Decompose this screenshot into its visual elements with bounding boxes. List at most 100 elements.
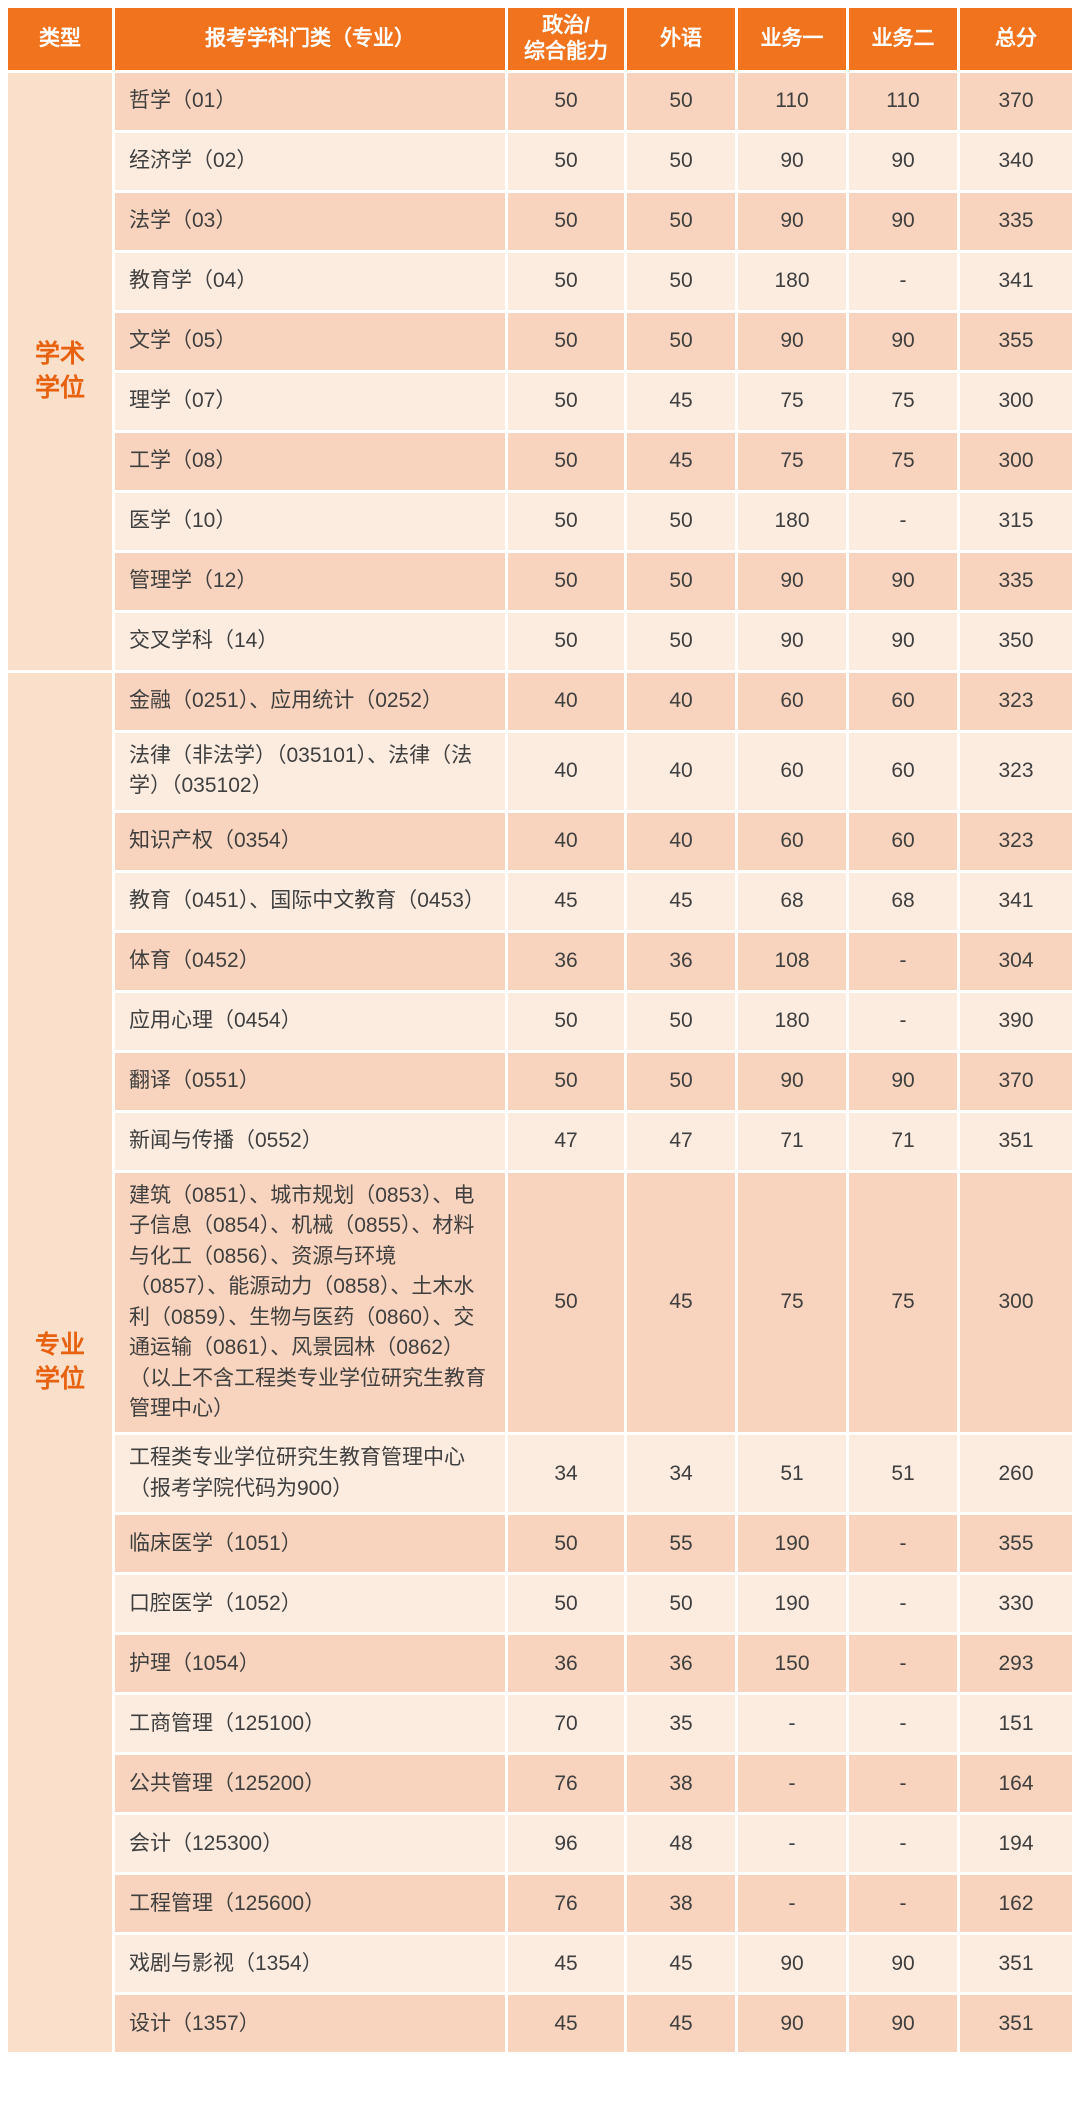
foreign-score-cell: 50 [627,1052,735,1110]
major-cell: 会计（125300） [115,1815,505,1873]
table-row: 法律（非法学）（035101）、法律（法学）（035102） 40 40 60 … [115,733,1072,810]
type-cell-professional: 专业 学位 [8,673,112,2053]
business1-score-cell: 90 [738,1052,846,1110]
total-score-cell: 370 [960,1052,1072,1110]
business2-score-cell: 75 [849,373,957,430]
table-row: 教育（0451）、国际中文教育（0453） 45 45 68 68 341 [115,872,1072,930]
total-score-cell: 335 [960,193,1072,250]
business1-score-cell: - [738,1695,846,1753]
major-cell: 经济学（02） [115,133,505,190]
total-score-cell: 370 [960,73,1072,130]
business2-score-cell: 90 [849,1995,957,2053]
politics-score-cell: 50 [508,553,624,610]
total-score-cell: 151 [960,1695,1072,1753]
table-row: 新闻与传播（0552） 47 47 71 71 351 [115,1112,1072,1170]
business1-score-cell: 60 [738,673,846,730]
major-cell: 法学（03） [115,193,505,250]
major-cell: 公共管理（125200） [115,1755,505,1813]
table-header-row: 类型 报考学科门类（专业） 政治/ 综合能力 外语 业务一 业务二 总分 [8,8,1072,70]
business2-score-cell: 60 [849,733,957,810]
total-score-cell: 323 [960,812,1072,870]
section-professional: 专业 学位 金融（0251）、应用统计（0252） 40 40 60 60 32… [8,673,1072,2053]
business2-score-cell: 90 [849,553,957,610]
table-row: 哲学（01） 50 50 110 110 370 [115,73,1072,130]
total-score-cell: 351 [960,1112,1072,1170]
major-cell: 戏剧与影视（1354） [115,1935,505,1993]
major-cell: 工程管理（125600） [115,1875,505,1933]
business2-score-cell: - [849,1635,957,1693]
foreign-score-cell: 45 [627,1995,735,2053]
politics-score-cell: 36 [508,932,624,990]
table-row: 医学（10） 50 50 180 - 315 [115,493,1072,550]
foreign-score-cell: 45 [627,1935,735,1993]
major-cell: 护理（1054） [115,1635,505,1693]
politics-score-cell: 47 [508,1112,624,1170]
business1-score-cell: 150 [738,1635,846,1693]
table-row: 法学（03） 50 50 90 90 335 [115,193,1072,250]
foreign-score-cell: 50 [627,193,735,250]
major-cell: 应用心理（0454） [115,992,505,1050]
business1-score-cell: 60 [738,812,846,870]
major-cell: 金融（0251）、应用统计（0252） [115,673,505,730]
business1-score-cell: - [738,1815,846,1873]
politics-score-cell: 40 [508,812,624,870]
business2-score-cell: 71 [849,1112,957,1170]
major-cell: 知识产权（0354） [115,812,505,870]
politics-score-cell: 50 [508,193,624,250]
total-score-cell: 323 [960,673,1072,730]
politics-score-cell: 50 [508,613,624,670]
table-row: 工程管理（125600） 76 38 - - 162 [115,1875,1072,1933]
foreign-score-cell: 48 [627,1815,735,1873]
major-cell: 新闻与传播（0552） [115,1112,505,1170]
business1-score-cell: 90 [738,1935,846,1993]
politics-score-cell: 50 [508,1575,624,1633]
business1-score-cell: 75 [738,1172,846,1433]
table-row: 知识产权（0354） 40 40 60 60 323 [115,812,1072,870]
business2-score-cell: - [849,1755,957,1813]
business2-score-cell: - [849,253,957,310]
foreign-score-cell: 35 [627,1695,735,1753]
foreign-score-cell: 36 [627,1635,735,1693]
table-row: 建筑（0851）、城市规划（0853）、电子信息（0854）、机械（0855）、… [115,1172,1072,1433]
table-row: 口腔医学（1052） 50 50 190 - 330 [115,1575,1072,1633]
foreign-score-cell: 50 [627,1575,735,1633]
total-score-cell: 350 [960,613,1072,670]
total-score-cell: 304 [960,932,1072,990]
table-row: 设计（1357） 45 45 90 90 351 [115,1995,1072,2053]
business1-score-cell: 90 [738,613,846,670]
major-cell: 翻译（0551） [115,1052,505,1110]
page: 类型 报考学科门类（专业） 政治/ 综合能力 外语 业务一 业务二 总分 学术 … [8,8,1072,2053]
foreign-score-cell: 45 [627,1172,735,1433]
foreign-score-cell: 45 [627,433,735,490]
table-row: 管理学（12） 50 50 90 90 335 [115,553,1072,610]
politics-score-cell: 70 [508,1695,624,1753]
header-col-politics: 政治/ 综合能力 [508,8,624,70]
total-score-cell: 341 [960,253,1072,310]
politics-score-cell: 50 [508,493,624,550]
business2-score-cell: 90 [849,613,957,670]
major-cell: 临床医学（1051） [115,1515,505,1573]
politics-score-cell: 50 [508,373,624,430]
table-row: 应用心理（0454） 50 50 180 - 390 [115,992,1072,1050]
politics-score-cell: 40 [508,673,624,730]
header-col-foreign: 外语 [627,8,735,70]
header-col-business1: 业务一 [738,8,846,70]
major-cell: 理学（07） [115,373,505,430]
total-score-cell: 351 [960,1995,1072,2053]
score-table: 类型 报考学科门类（专业） 政治/ 综合能力 外语 业务一 业务二 总分 学术 … [8,8,1072,2053]
total-score-cell: 355 [960,313,1072,370]
business1-score-cell: 51 [738,1435,846,1513]
foreign-score-cell: 36 [627,932,735,990]
business1-score-cell: 71 [738,1112,846,1170]
business2-score-cell: - [849,1815,957,1873]
table-row: 临床医学（1051） 50 55 190 - 355 [115,1515,1072,1573]
business1-score-cell: 180 [738,493,846,550]
section-academic: 学术 学位 哲学（01） 50 50 110 110 370 经济学（02） 5… [8,73,1072,670]
business2-score-cell: 75 [849,433,957,490]
table-row: 金融（0251）、应用统计（0252） 40 40 60 60 323 [115,673,1072,730]
politics-score-cell: 76 [508,1875,624,1933]
table-row: 护理（1054） 36 36 150 - 293 [115,1635,1072,1693]
total-score-cell: 351 [960,1935,1072,1993]
business2-score-cell: 68 [849,872,957,930]
table-row: 戏剧与影视（1354） 45 45 90 90 351 [115,1935,1072,1993]
